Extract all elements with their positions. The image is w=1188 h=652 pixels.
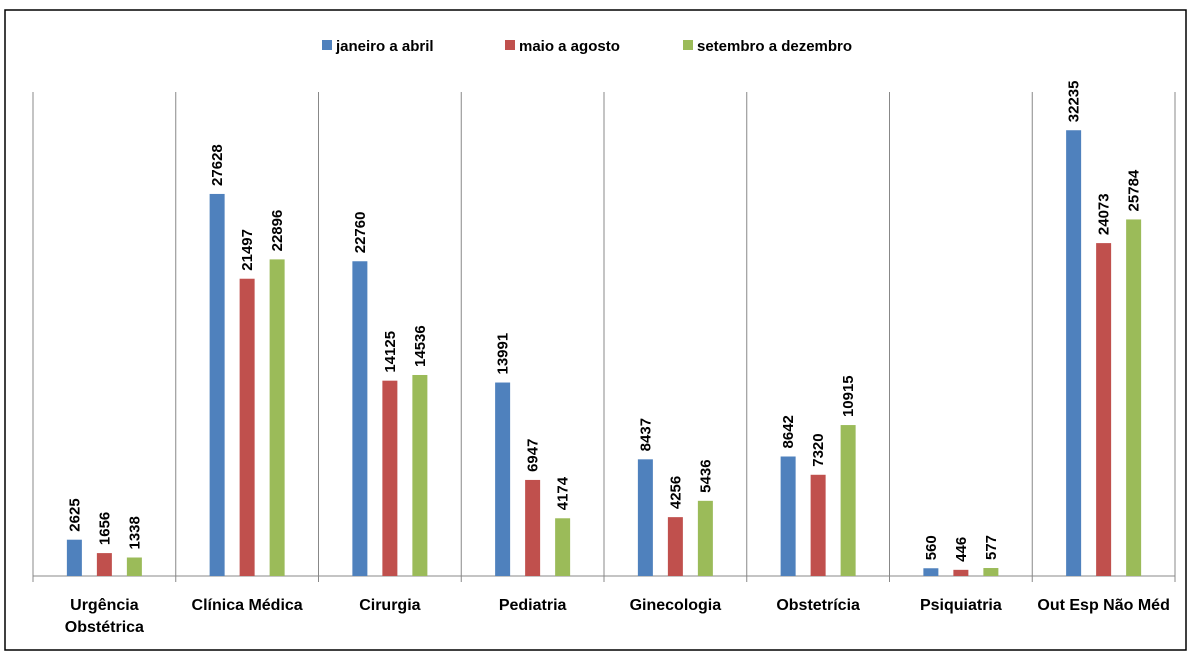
bar (209, 193, 225, 577)
value-label: 8642 (780, 415, 797, 448)
value-label: 27628 (209, 144, 226, 186)
value-label: 7320 (810, 433, 827, 466)
bar (983, 568, 999, 576)
legend-label: setembro a dezembro (697, 38, 852, 55)
value-label: 8437 (637, 418, 654, 451)
x-tick-label: Psiquiatria (919, 597, 1002, 614)
value-label: 560 (923, 535, 940, 560)
bar (923, 568, 939, 576)
bar (840, 425, 856, 576)
bar (697, 500, 713, 576)
x-tick-label: Pediatria (498, 597, 567, 614)
bar (66, 539, 82, 576)
bar (239, 278, 255, 576)
chart-border (4, 9, 1187, 651)
value-label: 4174 (555, 476, 572, 510)
value-label: 1338 (126, 516, 143, 549)
x-tick-label: Cirurgia (359, 597, 421, 614)
x-tick-label: Urgência Obstétrica (64, 597, 144, 636)
bar (382, 380, 398, 576)
bar (126, 557, 142, 576)
bar (1096, 243, 1112, 576)
legend-swatch (322, 40, 332, 50)
value-label: 4256 (667, 476, 684, 509)
legend-label: maio a agosto (519, 38, 620, 55)
bar (637, 459, 653, 576)
bar (352, 261, 368, 576)
value-label: 14125 (382, 331, 399, 373)
bar (269, 259, 285, 576)
value-label: 25784 (1126, 169, 1143, 211)
value-label: 14536 (412, 325, 429, 367)
value-label: 5436 (697, 459, 714, 492)
value-label: 13991 (495, 333, 512, 375)
x-tick-label: Obstetrícia (776, 597, 860, 614)
bar (953, 569, 969, 576)
legend-swatch (683, 40, 693, 50)
value-label: 10915 (840, 375, 857, 417)
bar (1066, 130, 1082, 576)
value-label: 24073 (1096, 193, 1113, 235)
bar (412, 374, 428, 576)
bar (1126, 219, 1142, 577)
legend-swatch (505, 40, 515, 50)
value-label: 21497 (239, 229, 256, 271)
value-label: 2625 (66, 498, 83, 531)
x-tick-label: Out Esp Não Méd (1037, 597, 1170, 614)
bar (96, 553, 112, 576)
bar (810, 474, 826, 576)
value-label: 1656 (96, 512, 113, 545)
bar (555, 518, 571, 576)
bar (667, 517, 683, 576)
x-tick-label: Ginecologia (629, 597, 722, 614)
value-label: 22760 (352, 212, 369, 254)
value-label: 446 (953, 537, 970, 562)
legend-label: janeiro a abril (335, 38, 434, 55)
value-label: 32235 (1066, 81, 1083, 123)
bar (780, 456, 796, 576)
bar (495, 382, 511, 576)
value-label: 6947 (525, 439, 542, 472)
value-label: 22896 (269, 210, 286, 252)
x-tick-label: Clínica Médica (191, 597, 303, 614)
bar (525, 479, 541, 576)
value-label: 577 (983, 535, 1000, 560)
